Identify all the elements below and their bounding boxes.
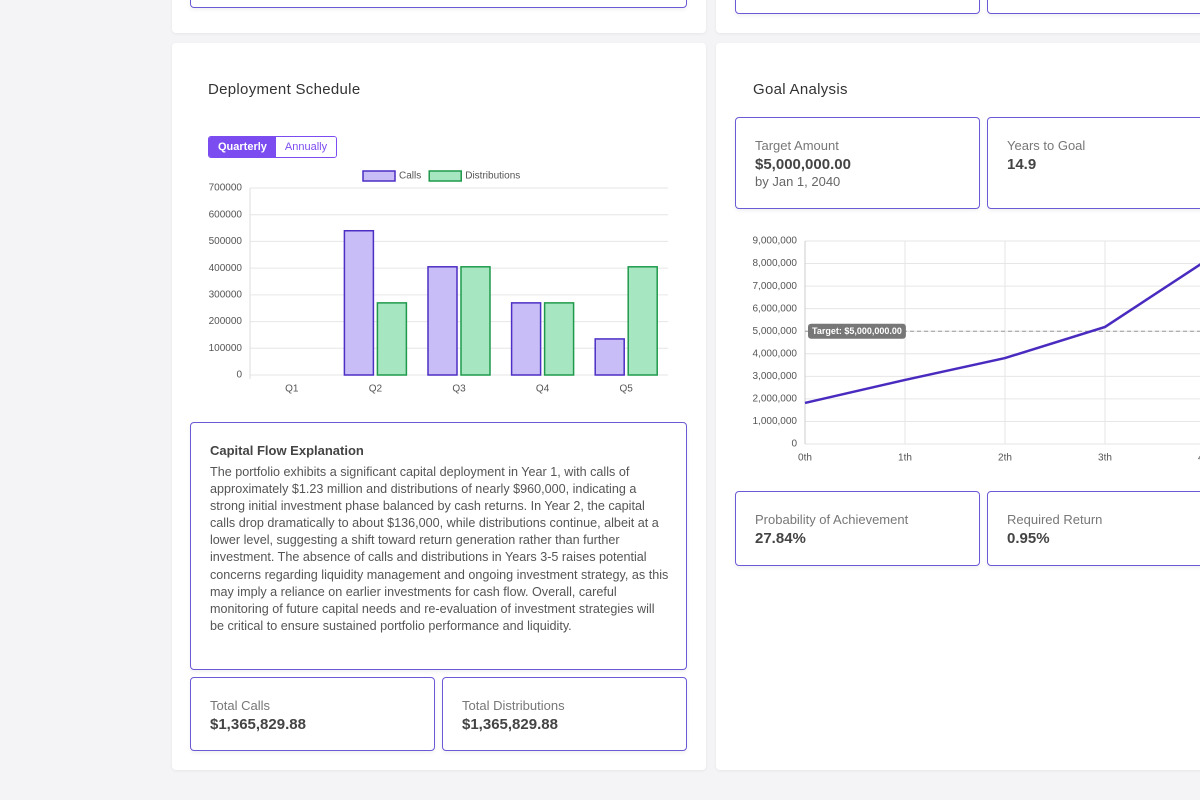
stat-box: Years to Goal 14.9 <box>987 117 1200 209</box>
bar <box>376 302 408 376</box>
y-tick-label: 2,000,000 <box>753 394 798 405</box>
y-tick-label: 500000 <box>209 236 243 247</box>
stat-label: Target Amount <box>755 138 839 153</box>
y-tick-label: 100000 <box>209 343 243 354</box>
stat-label: Required Return <box>1007 512 1103 527</box>
annotation-box <box>808 323 906 339</box>
stat-value: $1,365,829.88 <box>462 716 558 733</box>
bar <box>627 266 658 376</box>
stat-label: Probability of Achievement <box>755 512 909 527</box>
stat-value: $5,000,000.00 <box>755 156 851 173</box>
stat-box: Probability of Achievement 27.84% <box>735 491 980 566</box>
y-tick-label: 6,000,000 <box>753 303 798 314</box>
card-title: Goal Analysis <box>753 81 848 98</box>
deployment-card: Deployment Schedule Capital Flow Explana… <box>172 43 706 770</box>
x-tick-label: 0th <box>798 453 812 464</box>
stat-label: Total Calls <box>210 698 270 713</box>
stat-value: 27.84% <box>755 530 806 547</box>
stat-box: Total Calls $1,365,829.88 <box>190 677 435 751</box>
line <box>804 263 1200 405</box>
legend-swatch <box>428 170 462 182</box>
y-tick-label: 4,000,000 <box>753 348 798 359</box>
x-tick-label: Q1 <box>285 384 299 395</box>
explanation-text: The portfolio exhibits a significant cap… <box>210 465 669 633</box>
y-tick-label: 300000 <box>209 289 243 300</box>
annotation-label: Target: $5,000,000.00 <box>812 326 902 336</box>
bar <box>543 302 575 376</box>
y-tick-label: 3,000,000 <box>753 371 798 382</box>
y-tick-label: 8,000,000 <box>753 258 798 269</box>
legend-label: Distributions <box>465 171 520 182</box>
top-card <box>172 0 706 33</box>
y-tick-label: 200000 <box>209 316 243 327</box>
y-tick-label: 600000 <box>209 209 243 220</box>
bar <box>594 338 625 376</box>
bar <box>510 302 542 376</box>
stat-box: Total Distributions $1,365,829.88 <box>442 677 687 751</box>
bar <box>460 266 491 376</box>
x-tick-label: 3th <box>1098 453 1112 464</box>
top-box <box>190 0 687 8</box>
x-tick-label: Q2 <box>369 384 383 395</box>
card-title: Deployment Schedule <box>208 81 361 98</box>
y-tick-label: 0 <box>236 370 242 381</box>
bar <box>343 229 375 376</box>
x-tick-label: Q5 <box>620 384 634 395</box>
x-tick-label: 4th <box>1198 453 1200 464</box>
bar <box>427 266 458 376</box>
stat-value: 0.95% <box>1007 530 1050 547</box>
y-tick-label: 400000 <box>209 263 243 274</box>
explanation-box: Capital Flow Explanation The portfolio e… <box>190 422 687 670</box>
toggle: Quarterly Annually <box>208 136 338 158</box>
x-tick-label: 1th <box>898 453 912 464</box>
legend-label: Calls <box>399 171 421 182</box>
explanation-title: Capital Flow Explanation <box>210 443 364 458</box>
x-tick-label: 2th <box>998 453 1012 464</box>
target-annotation: Target: $5,000,000.00 <box>808 323 906 339</box>
top-box <box>987 0 1200 14</box>
stat-note: by Jan 1, 2040 <box>755 174 841 189</box>
goal-card: Goal Analysis Target Amount $5,000,000.0… <box>716 43 1200 770</box>
y-tick-label: 5,000,000 <box>753 326 798 337</box>
x-tick-label: Q4 <box>536 384 550 395</box>
toggle-button[interactable]: Quarterly <box>209 137 276 157</box>
stat-label: Total Distributions <box>462 698 565 713</box>
stat-value: $1,365,829.88 <box>210 716 306 733</box>
stat-box: Target Amount $5,000,000.00 by Jan 1, 20… <box>735 117 980 209</box>
y-tick-label: 7,000,000 <box>753 281 798 292</box>
stat-label: Years to Goal <box>1007 138 1086 153</box>
stat-value: 14.9 <box>1007 156 1037 173</box>
legend-swatch <box>362 170 396 182</box>
top-card <box>716 0 1200 33</box>
y-tick-label: 0 <box>791 439 797 450</box>
stat-box: Required Return 0.95% <box>987 491 1200 566</box>
toggle-button[interactable]: Annually <box>275 137 337 157</box>
x-tick-label: Q3 <box>452 384 466 395</box>
y-tick-label: 700000 <box>209 183 243 194</box>
top-box <box>735 0 980 14</box>
y-tick-label: 9,000,000 <box>753 236 798 247</box>
y-tick-label: 1,000,000 <box>753 416 798 427</box>
